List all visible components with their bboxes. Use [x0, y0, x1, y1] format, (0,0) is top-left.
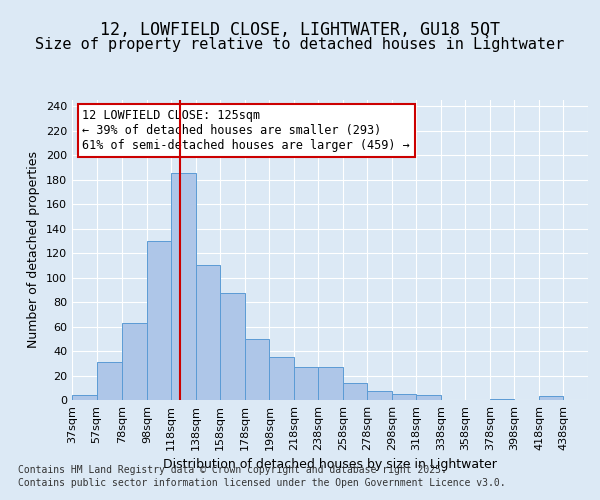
Bar — [269, 357, 294, 400]
Text: 12 LOWFIELD CLOSE: 125sqm
← 39% of detached houses are smaller (293)
61% of semi: 12 LOWFIELD CLOSE: 125sqm ← 39% of detac… — [82, 109, 410, 152]
Text: Contains HM Land Registry data © Crown copyright and database right 2025.: Contains HM Land Registry data © Crown c… — [18, 465, 447, 475]
Bar — [367, 392, 392, 400]
Bar — [72, 395, 97, 400]
Bar — [539, 396, 563, 400]
Bar — [220, 294, 245, 400]
Bar — [416, 395, 441, 400]
Bar — [147, 241, 171, 400]
Bar — [294, 367, 319, 400]
Bar — [245, 339, 269, 400]
Text: Contains public sector information licensed under the Open Government Licence v3: Contains public sector information licen… — [18, 478, 506, 488]
X-axis label: Distribution of detached houses by size in Lightwater: Distribution of detached houses by size … — [163, 458, 497, 471]
Bar — [343, 383, 367, 400]
Bar — [490, 399, 514, 400]
Bar — [97, 362, 122, 400]
Text: Size of property relative to detached houses in Lightwater: Size of property relative to detached ho… — [35, 38, 565, 52]
Text: 12, LOWFIELD CLOSE, LIGHTWATER, GU18 5QT: 12, LOWFIELD CLOSE, LIGHTWATER, GU18 5QT — [100, 21, 500, 39]
Y-axis label: Number of detached properties: Number of detached properties — [28, 152, 40, 348]
Bar — [171, 174, 196, 400]
Bar — [122, 323, 147, 400]
Bar — [392, 394, 416, 400]
Bar — [196, 266, 220, 400]
Bar — [319, 367, 343, 400]
